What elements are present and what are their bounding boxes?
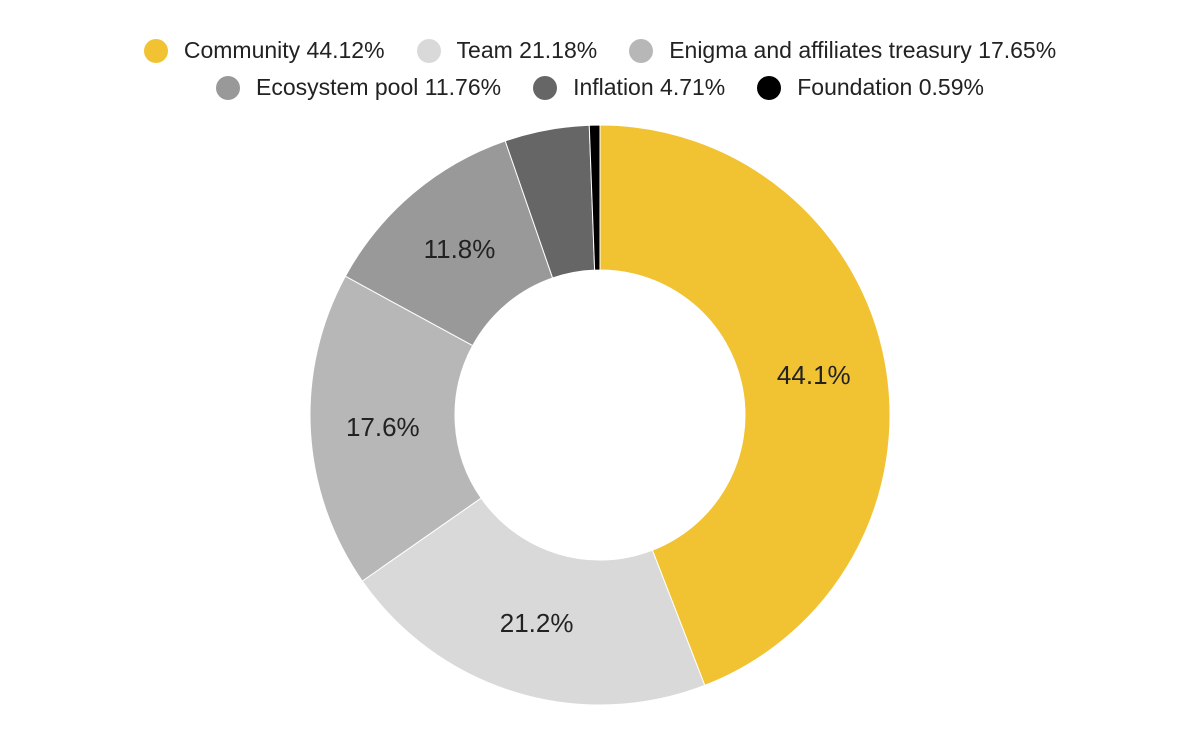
slice-data-label: 21.2% [500,608,574,638]
legend-swatch [416,38,441,63]
legend-label: Community 44.12% [183,37,385,63]
slice-data-label: 17.6% [346,412,420,442]
legend-item-inflation: Inflation 4.71% [533,74,725,101]
chart-legend: Community 44.12% Team 21.18% Enigma and … [0,32,1200,106]
donut-slice-foundation [588,124,601,271]
legend-label: Inflation 4.71% [573,74,726,100]
slice-data-label: 44.1% [777,360,851,390]
legend-swatch [629,38,654,63]
donut-slice-ecosystem-pool [344,140,554,347]
legend-swatch [757,75,782,100]
legend-swatch [143,38,168,63]
donut-slice-enigma-and-affiliates-treasury [309,275,482,582]
slice-data-label: 11.8% [424,234,496,264]
legend-item-enigma-treasury: Enigma and affiliates treasury 17.65% [629,37,1056,64]
legend-row-1: Community 44.12% Team 21.18% Enigma and … [0,32,1200,69]
legend-label: Enigma and affiliates treasury 17.65% [669,37,1057,63]
legend-label: Foundation 0.59% [797,74,984,100]
legend-item-team: Team 21.18% [416,37,598,64]
legend-item-community: Community 44.12% [143,37,385,64]
legend-label: Ecosystem pool 11.76% [256,74,502,100]
legend-item-foundation: Foundation 0.59% [757,74,984,101]
legend-label: Team 21.18% [456,37,598,63]
donut-slice-team [361,497,706,706]
legend-swatch [533,75,558,100]
legend-item-ecosystem-pool: Ecosystem pool 11.76% [216,74,501,101]
legend-swatch [216,75,241,100]
donut-slice-community [599,124,891,687]
legend-row-2: Ecosystem pool 11.76% Inflation 4.71% Fo… [0,69,1200,106]
